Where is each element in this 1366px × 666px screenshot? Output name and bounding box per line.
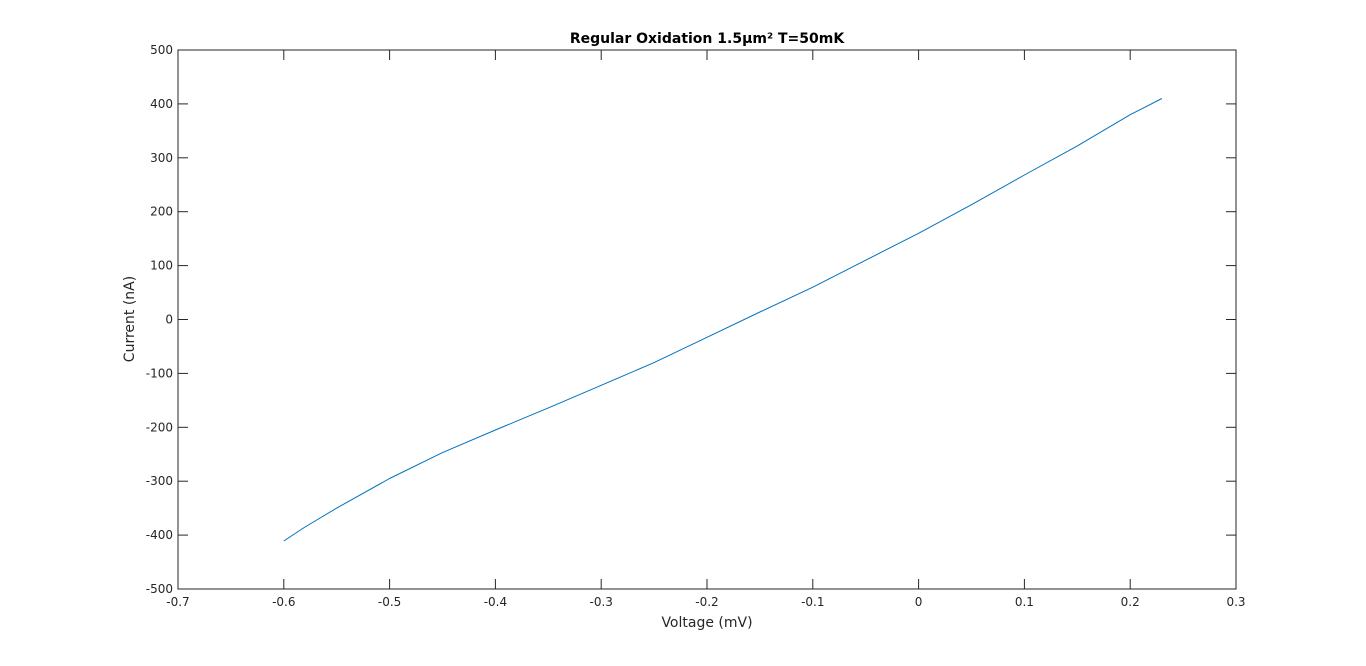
x-tick-label: -0.4 [484,595,507,609]
y-tick-label: 500 [150,43,173,57]
series-line [283,98,1163,542]
y-tick-label: 100 [150,259,173,273]
x-tick-label: 0 [915,595,923,609]
y-tick-label: 300 [150,151,173,165]
y-axis-label: Current (nA) [122,276,138,362]
series-layer [283,98,1163,542]
x-tick-label: -0.1 [801,595,824,609]
y-tick-label: 200 [150,205,173,219]
y-tick-label: -100 [146,366,173,380]
y-tick-label: -400 [146,528,173,542]
x-tick-label: 0.3 [1226,595,1245,609]
x-tick-label: -0.6 [272,595,295,609]
y-tick-label: -500 [146,582,173,596]
x-tick-label: -0.7 [166,595,189,609]
y-tick-label: 400 [150,97,173,111]
y-tick-label: 0 [165,313,173,327]
x-tick-label: 0.2 [1121,595,1140,609]
x-tick-label: -0.3 [589,595,612,609]
y-tick-label: -300 [146,474,173,488]
y-tick-label: -200 [146,420,173,434]
chart-title: Regular Oxidation 1.5µm² T=50mK [570,31,845,47]
x-tick-label: 0.1 [1015,595,1034,609]
x-tick-label: -0.5 [378,595,401,609]
x-tick-label: -0.2 [695,595,718,609]
plot-area-box [177,49,1237,590]
x-axis: -0.7 -0.6 -0.5 -0.4 -0.3 -0.2 -0.1 0 0.1 0.2 0.3 [166,50,1246,609]
x-axis-label: Voltage (mV) [661,615,752,631]
y-axis: 500 400 300 200 100 0 -100 -200 -300 -400 -500 [146,43,1236,596]
